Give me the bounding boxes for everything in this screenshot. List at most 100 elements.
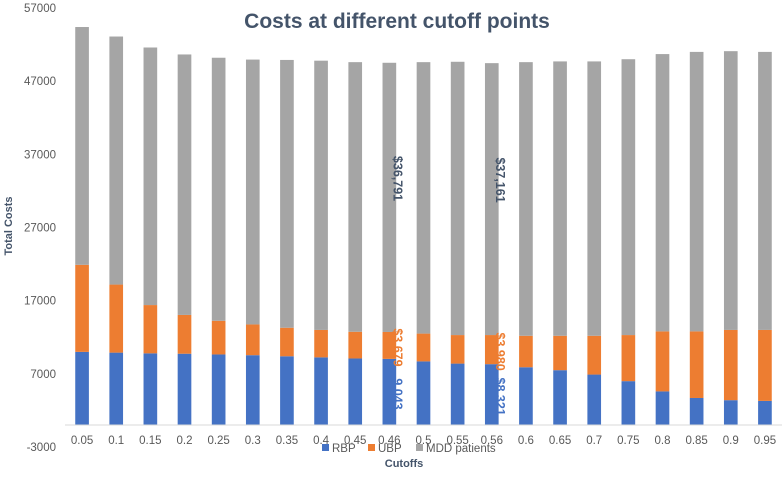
x-tick-label: 0.25 <box>207 435 229 447</box>
data-label-ubp-0-46: $3,679 <box>390 328 404 366</box>
legend-swatch-mdd-patients <box>416 444 423 451</box>
bar-rbp-0-95 <box>758 400 772 426</box>
bar-mdd-patients-0-35 <box>280 59 294 328</box>
x-tick-label: 0.46 <box>378 435 400 447</box>
y-axis-label: Total Costs <box>3 196 15 255</box>
y-tick-label: -3000 <box>27 442 56 454</box>
bar-mdd-patients-0-95 <box>758 51 772 330</box>
bar-mdd-patients-0-05 <box>75 27 89 265</box>
bar-rbp-0-25 <box>211 354 226 426</box>
x-tick-label: 0.85 <box>685 435 707 447</box>
data-labels: $36,791 $3,679 9,043 $37,161 $3,980 $8,321 <box>390 156 506 416</box>
bar-ubp-0-9 <box>723 329 738 401</box>
bar-ubp-0-46 <box>382 331 397 359</box>
bar-mdd-patients-0-45 <box>348 62 363 332</box>
x-tick-label: 0.55 <box>446 435 468 447</box>
bar-mdd-patients-0-8 <box>655 54 670 332</box>
bar-ubp-0-25 <box>211 320 226 355</box>
bar-mdd-patients-0-85 <box>689 51 704 332</box>
bar-ubp-0-05 <box>75 264 89 352</box>
legend-label-ubp: UBP <box>378 443 402 455</box>
bar-mdd-patients-0-4 <box>314 60 328 330</box>
bar-ubp-0-3 <box>245 324 260 356</box>
x-tick-label: 0.8 <box>655 435 671 447</box>
bar-mdd-patients-0-5 <box>416 62 431 334</box>
bar-ubp-0-15 <box>143 305 158 354</box>
bar-rbp-0-05 <box>75 351 89 426</box>
x-tick-label: 0.3 <box>245 435 261 447</box>
x-axis-label: Cutoffs <box>385 458 424 470</box>
x-tick-label: 0.95 <box>754 435 776 447</box>
y-tick-label: 17000 <box>24 296 56 308</box>
data-label-mdd-patients-0-46: $36,791 <box>390 156 404 201</box>
bar-rbp-0-1 <box>109 352 124 426</box>
x-tick-label: 0.9 <box>723 435 739 447</box>
bar-rbp-0-55 <box>450 363 465 426</box>
y-tick-label: 57000 <box>24 3 56 15</box>
bar-ubp-0-2 <box>177 314 192 354</box>
bar-mdd-patients-0-6 <box>519 62 533 336</box>
data-label-mdd-patients-0-56: $37,161 <box>493 157 507 202</box>
y-tick-labels: -3000 7000 17000 27000 37000 47000 57000 <box>24 3 56 454</box>
y-tick-label: 27000 <box>24 223 56 235</box>
bar-mdd-patients-0-56 <box>484 63 499 336</box>
x-tick-label: 0.7 <box>586 435 602 447</box>
bar-ubp-0-4 <box>314 329 328 358</box>
bar-rbp-0-6 <box>519 367 533 426</box>
bar-rbp-0-56 <box>484 364 499 426</box>
bar-rbp-0-2 <box>177 353 192 426</box>
bar-rbp-0-8 <box>655 391 670 426</box>
bar-rbp-0-5 <box>416 361 431 426</box>
legend-swatch-ubp <box>368 444 375 451</box>
x-tick-label: 0.6 <box>518 435 534 447</box>
bar-rbp-0-4 <box>314 357 328 426</box>
bar-mdd-patients-0-75 <box>621 59 636 336</box>
bar-mdd-patients-0-15 <box>143 47 158 306</box>
legend-label-rbp: RBP <box>332 443 356 455</box>
bar-ubp-0-85 <box>689 331 704 398</box>
bar-rbp-0-75 <box>621 381 636 426</box>
bar-rbp-0-7 <box>587 374 602 426</box>
bar-rbp-0-35 <box>280 356 294 426</box>
y-tick-label: 37000 <box>24 149 56 161</box>
x-tick-label: 0.45 <box>344 435 366 447</box>
bar-mdd-patients-0-3 <box>245 59 260 325</box>
bar-ubp-0-6 <box>519 335 533 368</box>
bar-ubp-0-35 <box>280 327 294 357</box>
bar-rbp-0-65 <box>553 370 567 426</box>
x-tick-label: 0.75 <box>617 435 639 447</box>
bar-mdd-patients-0-1 <box>109 36 124 285</box>
bar-ubp-0-95 <box>758 329 772 401</box>
bar-ubp-0-5 <box>416 333 431 362</box>
legend-label-mdd-patients: MDD patients <box>426 443 496 455</box>
bar-ubp-0-65 <box>553 335 567 371</box>
x-tick-label: 0.56 <box>481 435 503 447</box>
y-tick-label: 47000 <box>24 76 56 88</box>
bar-ubp-0-55 <box>450 335 465 364</box>
x-tick-labels: 0.05 0.1 0.15 0.2 0.25 0.3 0.35 0.4 0.45 0.46 0.5 0… <box>71 435 776 447</box>
bar-mdd-patients-0-2 <box>177 54 192 315</box>
bar-rbp-0-15 <box>143 353 158 426</box>
bar-mdd-patients-0-46 <box>382 62 397 332</box>
bar-mdd-patients-0-25 <box>211 57 226 321</box>
bar-ubp-0-45 <box>348 331 363 359</box>
x-tick-label: 0.15 <box>139 435 161 447</box>
bar-rbp-0-9 <box>723 400 738 426</box>
data-label-rbp-0-46: 9,043 <box>390 378 404 409</box>
bar-rbp-0-3 <box>245 355 260 426</box>
bar-ubp-0-1 <box>109 284 124 353</box>
bar-rbp-0-85 <box>689 397 704 426</box>
bar-mdd-patients-0-55 <box>450 61 465 336</box>
bar-ubp-0-8 <box>655 331 670 392</box>
bar-mdd-patients-0-9 <box>723 51 738 330</box>
x-tick-label: 0.65 <box>549 435 571 447</box>
bar-ubp-0-56 <box>484 335 499 365</box>
bar-mdd-patients-0-65 <box>553 61 567 336</box>
y-tick-label: 7000 <box>30 369 56 381</box>
data-label-ubp-0-56: $3,980 <box>493 332 507 370</box>
bar-rbp-0-46 <box>382 358 397 426</box>
bars-group <box>65 27 782 426</box>
x-tick-label: 0.1 <box>108 435 124 447</box>
